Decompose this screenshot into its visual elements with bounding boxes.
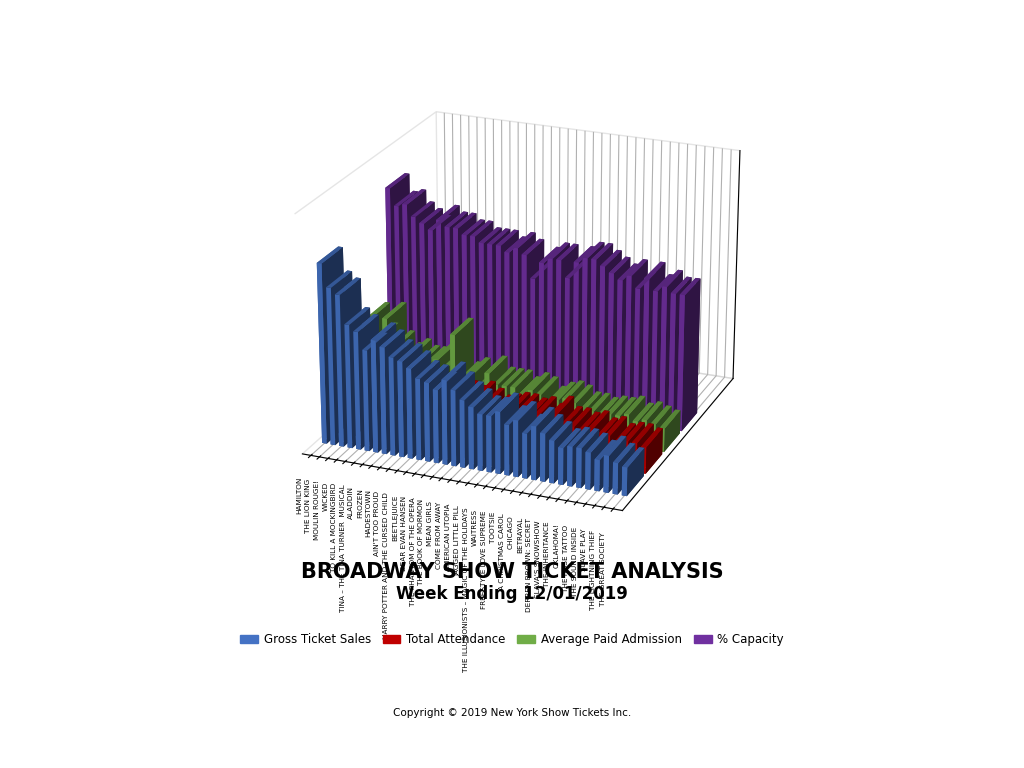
Legend: Gross Ticket Sales, Total Attendance, Average Paid Admission, % Capacity: Gross Ticket Sales, Total Attendance, Av…: [236, 628, 788, 650]
Text: BROADWAY SHOW TICKET ANALYSIS: BROADWAY SHOW TICKET ANALYSIS: [301, 562, 723, 582]
Text: Copyright © 2019 New York Show Tickets Inc.: Copyright © 2019 New York Show Tickets I…: [393, 707, 631, 718]
Text: Week Ending 12/01/2019: Week Ending 12/01/2019: [396, 585, 628, 604]
